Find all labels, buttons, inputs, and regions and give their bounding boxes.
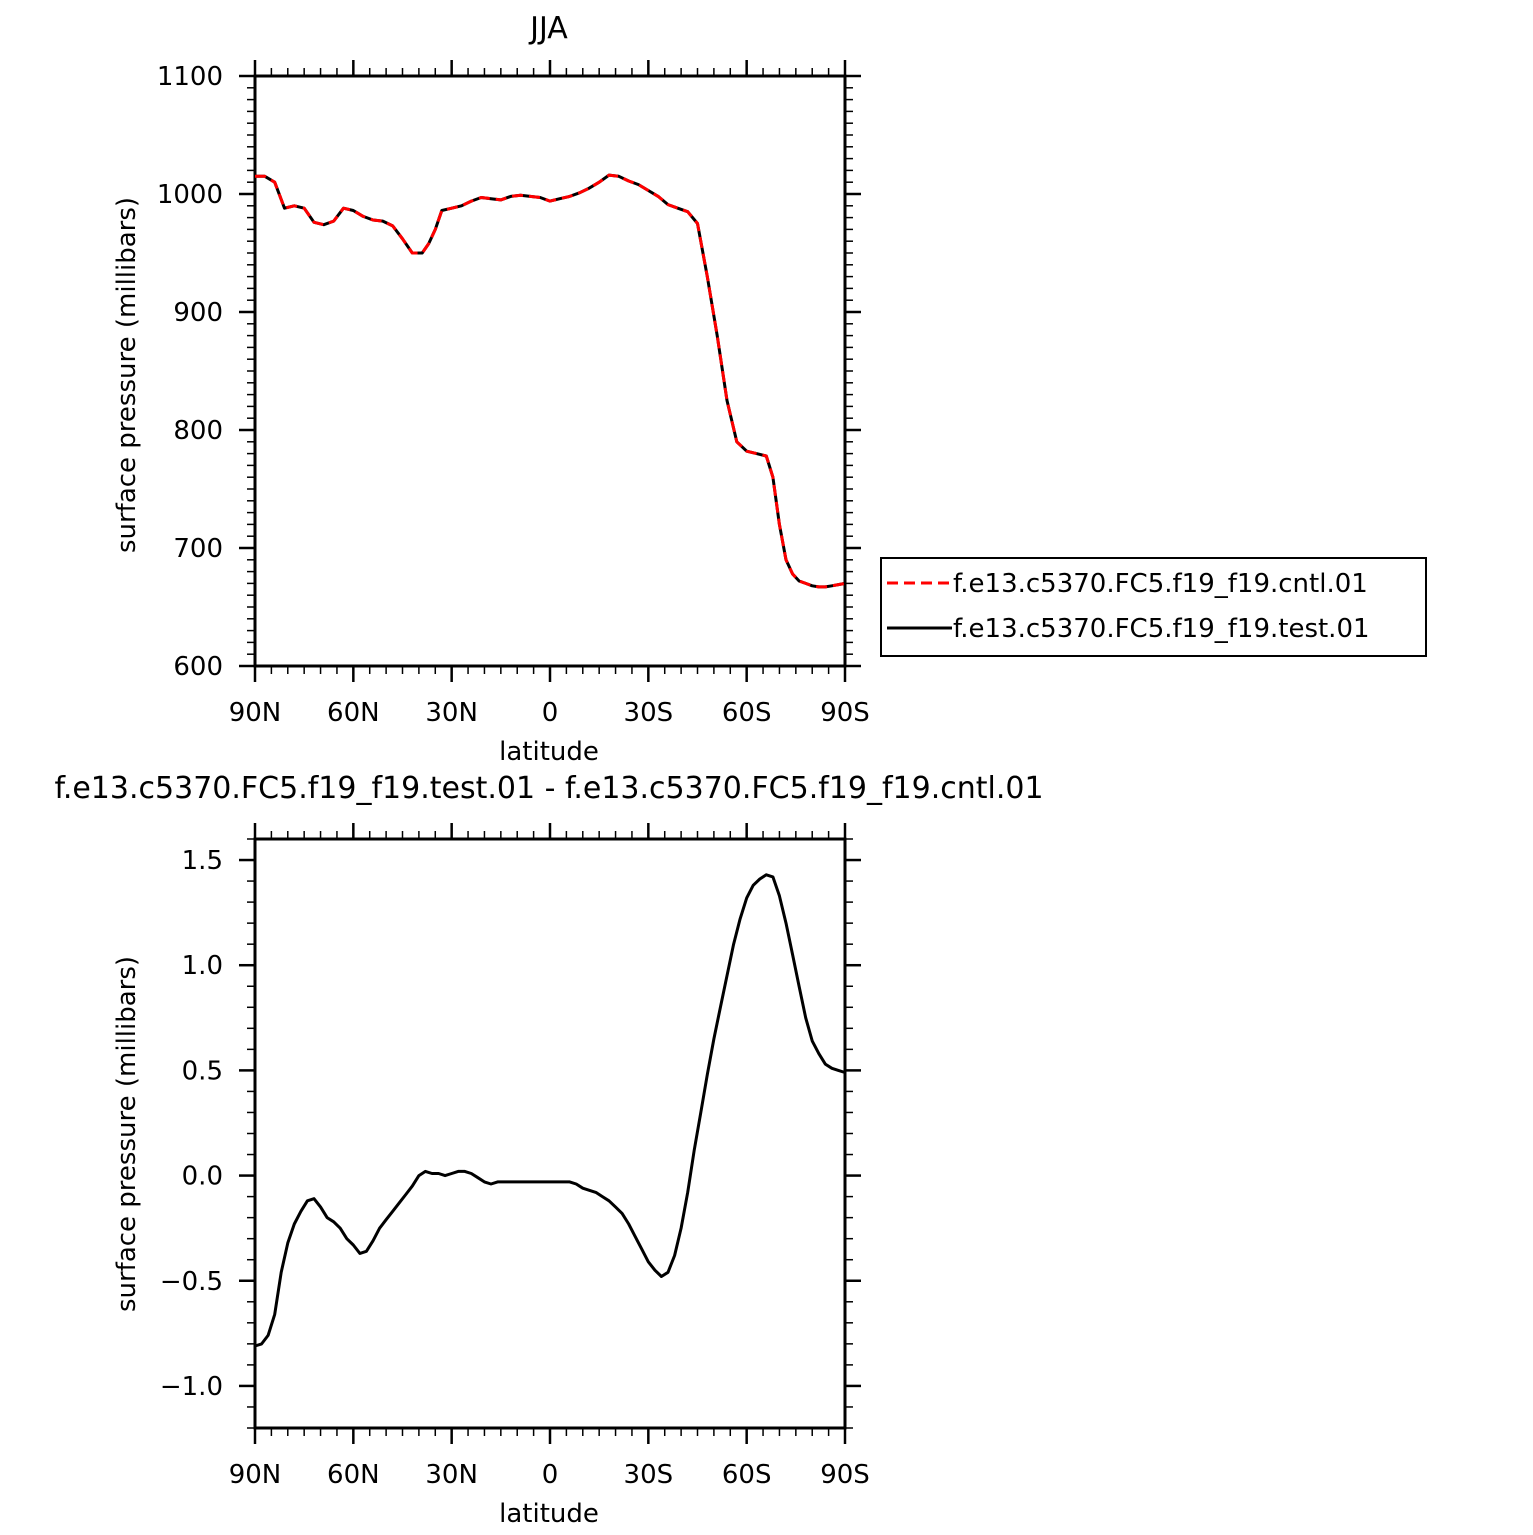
y-tick-label: 700 (173, 534, 223, 564)
bottom-panel: f.e13.c5370.FC5.f19_f19.test.01 - f.e13.… (54, 771, 1043, 1529)
x-tick-label: 60N (327, 1460, 380, 1490)
top-chart-title: JJA (528, 11, 568, 46)
top-panel: JJA 600 700 800 900 1000 1100 90N 60N 30N 0 30S 60… (112, 11, 1427, 767)
top-legend: f.e13.c5370.FC5.f19_f19.cntl.01 f.e13.c5… (880, 557, 1427, 657)
bottom-x-ticks: 90N 60N 30N 0 30S 60S 90S (229, 823, 870, 1490)
y-tick-label: 800 (173, 416, 223, 446)
top-y-ticks: 600 700 800 900 1000 1100 (157, 62, 861, 682)
x-tick-label: 0 (542, 698, 559, 728)
top-plot-frame (253, 74, 847, 668)
y-tick-label: 1.5 (182, 846, 223, 876)
plot-frame-rect (253, 837, 847, 1430)
y-tick-label: 900 (173, 298, 223, 328)
y-tick-label: 600 (173, 652, 223, 682)
x-tick-label: 30N (425, 698, 478, 728)
bottom-y-axis-label: surface pressure (millibars) (112, 956, 142, 1312)
x-tick-label: 90N (229, 1460, 282, 1490)
legend-label-cntl: f.e13.c5370.FC5.f19_f19.cntl.01 (953, 569, 1368, 599)
x-tick-label: 60S (722, 698, 772, 728)
legend-label-test: f.e13.c5370.FC5.f19_f19.test.01 (953, 614, 1370, 644)
x-tick-label: 30N (425, 1460, 478, 1490)
bottom-chart-title: f.e13.c5370.FC5.f19_f19.test.01 - f.e13.… (54, 771, 1043, 806)
top-x-axis-label: latitude (499, 737, 599, 767)
x-tick-label: 90S (820, 698, 870, 728)
y-tick-label: 1100 (157, 62, 223, 92)
y-tick-label: 0.5 (182, 1056, 223, 1086)
top-y-axis-label: surface pressure (millibars) (112, 197, 142, 553)
y-tick-label: −1.0 (160, 1372, 223, 1402)
x-tick-label: 60S (722, 1460, 772, 1490)
series-line-0 (254, 873, 846, 1348)
bottom-series (254, 873, 846, 1348)
y-tick-label: −0.5 (160, 1267, 223, 1297)
x-tick-label: 90S (820, 1460, 870, 1490)
y-tick-label: 0.0 (182, 1162, 223, 1192)
y-tick-label: 1000 (157, 180, 223, 210)
plot-frame-rect (253, 74, 847, 668)
series-line-0 (255, 173, 846, 589)
y-tick-label: 1.0 (182, 951, 223, 981)
x-tick-label: 90N (229, 698, 282, 728)
bottom-y-ticks: −1.0 −0.5 0.0 0.5 1.0 1.5 (160, 838, 861, 1429)
x-tick-label: 0 (542, 1460, 559, 1490)
legend-box (880, 557, 1427, 657)
top-series (255, 173, 846, 589)
x-tick-label: 60N (327, 698, 380, 728)
bottom-x-axis-label: latitude (499, 1499, 599, 1529)
x-tick-label: 30S (624, 1460, 674, 1490)
bottom-plot-frame (253, 837, 847, 1430)
series-line-1 (255, 173, 846, 589)
x-tick-label: 30S (624, 698, 674, 728)
top-x-ticks: 90N 60N 30N 0 30S 60S 90S (229, 60, 870, 728)
